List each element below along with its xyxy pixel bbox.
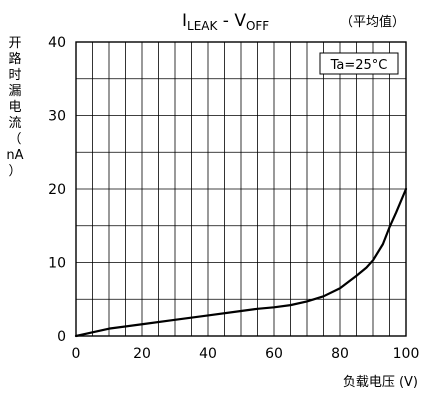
y-tick-label: 10 bbox=[48, 256, 66, 272]
x-tick-label: 60 bbox=[265, 346, 283, 362]
y-axis-label: 开路时漏电流（nA） bbox=[5, 36, 25, 180]
x-tick-label: 100 bbox=[393, 346, 420, 362]
grid-lines bbox=[76, 42, 406, 336]
x-tick-label: 80 bbox=[331, 346, 349, 362]
x-axis-label: 负载电压 (V) bbox=[343, 375, 418, 390]
y-axis-label-char: 时 bbox=[8, 68, 22, 83]
chart-title-main-sub: LEAK bbox=[187, 19, 218, 33]
x-tick-labels: 0 20 40 60 80 100 bbox=[72, 346, 420, 362]
y-axis-label-char: nA bbox=[6, 148, 24, 163]
annotation-text: Ta=25°C bbox=[330, 58, 388, 73]
y-axis-label-char: 路 bbox=[8, 52, 22, 67]
y-axis-label-char: 电 bbox=[8, 100, 22, 115]
annotation-box bbox=[319, 52, 399, 75]
y-axis-label-char: ） bbox=[8, 164, 22, 179]
chart-subtitle: （平均值） bbox=[340, 14, 405, 30]
y-tick-label: 40 bbox=[48, 35, 66, 51]
y-axis-label-char: 开 bbox=[8, 36, 22, 51]
x-tick-label: 0 bbox=[72, 346, 81, 362]
series-line bbox=[74, 187, 408, 338]
chart-title-second-sub: OFF bbox=[246, 19, 269, 33]
chart-title-main: I bbox=[182, 11, 187, 31]
x-tick-label: 20 bbox=[133, 346, 151, 362]
y-tick-label: 0 bbox=[57, 329, 66, 345]
y-tick-labels: 0 10 20 30 40 bbox=[48, 35, 66, 345]
y-axis-label-char: （ bbox=[8, 132, 22, 147]
x-tick-label: 40 bbox=[199, 346, 217, 362]
y-axis-label-char: 漏 bbox=[8, 84, 22, 99]
chart-title: ILEAK - VOFF bbox=[182, 11, 269, 33]
y-tick-label: 30 bbox=[48, 109, 66, 125]
chart-title-separator: - V bbox=[217, 11, 246, 31]
y-axis-label-char: 流 bbox=[8, 116, 22, 131]
y-tick-label: 20 bbox=[48, 182, 66, 198]
